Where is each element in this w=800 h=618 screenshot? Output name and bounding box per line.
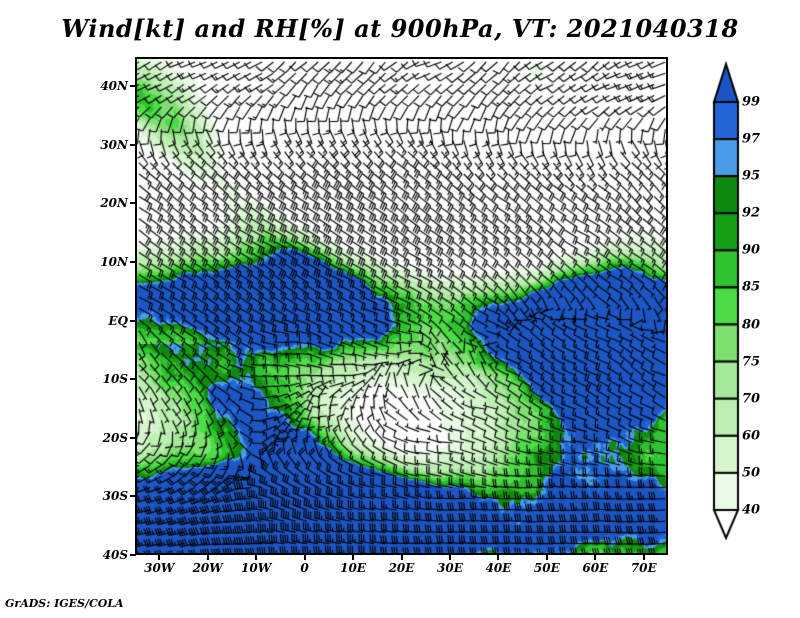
wind-barb-layer	[135, 57, 668, 555]
y-axis-tick-label: EQ	[108, 313, 128, 328]
x-axis-tick-label: 20E	[388, 561, 415, 575]
y-axis-tick-label: 40S	[102, 548, 128, 562]
x-axis-tick-mark	[448, 554, 451, 560]
x-axis-tick-label: 0	[300, 561, 309, 575]
x-axis-tick-label: 30W	[144, 561, 175, 575]
y-axis-tick-label: 10S	[102, 372, 128, 387]
x-axis-tick-mark	[594, 554, 597, 560]
y-axis-tick-label: 40N	[100, 79, 128, 94]
colorbar-tick-label: 90	[742, 242, 761, 258]
y-axis-tick-label: 30N	[100, 137, 128, 152]
x-axis-tick-label: 40E	[485, 561, 512, 575]
x-axis-tick-label: 20W	[192, 561, 223, 575]
x-axis-tick-mark	[352, 554, 355, 560]
colorbar-tick-label: 60	[742, 428, 761, 444]
y-axis-tick-label: 20S	[102, 430, 128, 445]
y-axis-tick-mark	[130, 202, 136, 205]
colorbar-tick-label: 85	[742, 279, 761, 295]
x-axis-tick-label: 60E	[582, 561, 609, 575]
x-axis-tick-mark	[400, 554, 403, 560]
x-axis-tick-label: 10E	[340, 561, 366, 575]
colorbar-tick-label: 99	[742, 94, 761, 110]
colorbar-tick-label: 95	[742, 168, 761, 184]
colorbar-tick-label: 75	[742, 354, 761, 370]
y-axis-tick-label: 10N	[100, 255, 128, 270]
colorbar-tick-label: 50	[742, 465, 761, 481]
colorbar-tick-label: 97	[742, 131, 761, 147]
x-axis-tick-mark	[545, 554, 548, 560]
colorbar: 99 97 95 92 90 85 80 75 70 60 50 40	[700, 60, 795, 540]
x-axis-tick-mark	[255, 554, 258, 560]
x-axis-tick-label: 70E	[630, 561, 657, 575]
y-axis-tick-label: 20N	[100, 196, 128, 211]
x-axis-tick-mark	[642, 554, 645, 560]
x-axis-tick-mark	[303, 554, 306, 560]
y-axis-tick-mark	[130, 436, 136, 439]
y-axis-tick-mark	[130, 378, 136, 381]
x-axis-tick-label: 10W	[241, 561, 272, 575]
map-plot-area	[135, 57, 668, 555]
colorbar-tick-label: 40	[742, 502, 761, 518]
y-axis-tick-mark	[130, 261, 136, 264]
x-axis-tick-label: 50E	[533, 561, 560, 575]
page-title: Wind[kt] and RH[%] at 900hPa, VT: 202104…	[61, 14, 739, 43]
x-axis-tick-mark	[158, 554, 161, 560]
attribution-credit: GrADS: IGES/COLA	[5, 597, 124, 610]
y-axis-tick-mark	[130, 495, 136, 498]
colorbar-swatches	[700, 60, 795, 540]
y-axis-tick-mark	[130, 554, 136, 556]
colorbar-tick-label: 80	[742, 317, 761, 333]
y-axis-tick-mark	[130, 143, 136, 146]
x-axis-tick-mark	[497, 554, 500, 560]
colorbar-tick-label: 70	[742, 391, 761, 407]
y-axis-tick-mark	[130, 319, 136, 322]
y-axis-tick-label: 30S	[102, 489, 128, 504]
colorbar-tick-label: 92	[742, 205, 761, 221]
x-axis-tick-label: 30E	[437, 561, 463, 575]
y-axis-tick-mark	[130, 85, 136, 88]
x-axis-tick-mark	[206, 554, 209, 560]
